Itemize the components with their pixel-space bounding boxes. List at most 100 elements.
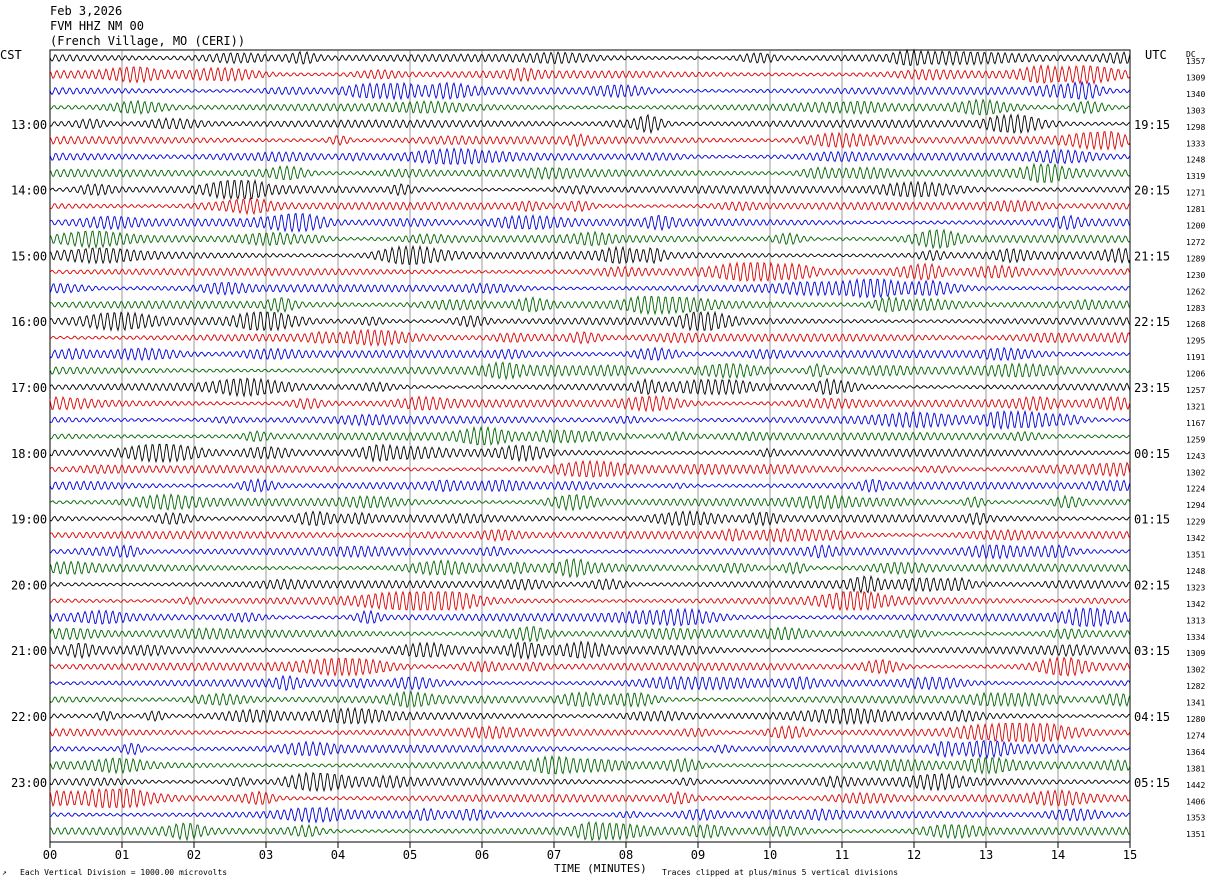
x-tick-label: 10 [763, 848, 777, 862]
trace-line [49, 197, 1131, 216]
trace-line [49, 130, 1131, 151]
trace-line [49, 310, 1131, 332]
utc-hour-label: 23:15 [1134, 381, 1170, 395]
cst-hour-label: 17:00 [11, 381, 47, 395]
trace-line [49, 706, 1131, 726]
x-tick-label: 14 [1051, 848, 1065, 862]
cst-hour-label: 15:00 [11, 249, 47, 263]
dc-offset-label: 1319 [1186, 172, 1205, 181]
dc-offset-label: 1248 [1186, 156, 1205, 165]
utc-hour-label: 00:15 [1134, 447, 1170, 461]
dc-offset-label: 1191 [1186, 353, 1205, 362]
utc-hour-label: 02:15 [1134, 578, 1170, 592]
seismic-traces [49, 48, 1131, 842]
dc-offset-label: 1224 [1186, 485, 1205, 494]
trace-line [49, 295, 1131, 316]
utc-hour-label: 22:15 [1134, 315, 1170, 329]
trace-line [49, 425, 1131, 446]
x-tick-label: 15 [1123, 848, 1137, 862]
dc-offset-label: 1323 [1186, 583, 1205, 592]
x-tick-label: 13 [979, 848, 993, 862]
dc-offset-label: 1229 [1186, 518, 1205, 527]
x-tick-label: 08 [619, 848, 633, 862]
x-tick-label: 00 [43, 848, 57, 862]
dc-offset-label: 1295 [1186, 337, 1205, 346]
dc-offset-label: 1259 [1186, 435, 1205, 444]
dc-offset-label: 1351 [1186, 830, 1205, 839]
record-date: Feb 3,2026 [50, 4, 123, 18]
dc-offset-label: 1442 [1186, 781, 1205, 790]
dc-offset-label: 1294 [1186, 501, 1205, 510]
trace-line [49, 162, 1131, 183]
trace-line [49, 346, 1131, 362]
dc-header: DC [1186, 50, 1196, 59]
trace-line [49, 328, 1131, 347]
trace-line [49, 656, 1131, 677]
trace-line [49, 459, 1131, 478]
dc-offset-label: 1167 [1186, 419, 1205, 428]
time-grid [49, 49, 1131, 843]
cst-hour-label: 18:00 [11, 447, 47, 461]
trace-line [49, 277, 1131, 299]
time-axis: 00 01 02 03 04 05 06 07 08 09 10 11 12 13 14 15 1357 1309… [11, 57, 1205, 862]
trace-line [49, 443, 1131, 464]
trace-line [49, 395, 1131, 413]
station-code: FVM HHZ NM 00 [50, 19, 144, 33]
trace-line [49, 544, 1131, 560]
x-tick-label: 05 [403, 848, 417, 862]
dc-offset-label: 1230 [1186, 271, 1205, 280]
clip-note: Traces clipped at plus/minus 5 vertical … [662, 868, 899, 877]
cst-hour-label: 21:00 [11, 644, 47, 658]
trace-line [49, 820, 1131, 842]
x-tick-label: 04 [331, 848, 345, 862]
trace-line [49, 113, 1131, 135]
scale-icon: ↗ [2, 868, 7, 877]
dc-offset-label: 1289 [1186, 254, 1205, 263]
trace-line [49, 739, 1131, 760]
trace-line [49, 63, 1131, 86]
trace-line [49, 606, 1131, 628]
dc-offset-label: 1282 [1186, 682, 1205, 691]
trace-line [49, 361, 1131, 381]
dc-offset-label: 1309 [1186, 73, 1205, 82]
dc-offset-label: 1281 [1186, 205, 1205, 214]
dc-offset-label: 1406 [1186, 797, 1205, 806]
trace-line [49, 244, 1131, 265]
dc-offset-label: 1302 [1186, 666, 1205, 675]
x-tick-label: 12 [907, 848, 921, 862]
utc-hour-label: 20:15 [1134, 184, 1170, 198]
utc-hour-label: 03:15 [1134, 644, 1170, 658]
cst-hour-label: 13:00 [11, 118, 47, 132]
trace-line [49, 527, 1131, 543]
dc-offset-label: 1302 [1186, 468, 1205, 477]
trace-line [49, 557, 1131, 579]
dc-offset-label: 1313 [1186, 616, 1205, 625]
dc-offset-label: 1321 [1186, 402, 1205, 411]
right-timezone: UTC [1145, 48, 1167, 62]
plot-frame [49, 49, 1131, 843]
dc-offset-label: 1341 [1186, 699, 1205, 708]
trace-line [49, 98, 1131, 116]
dc-offset-label: 1257 [1186, 386, 1205, 395]
dc-offset-label: 1206 [1186, 370, 1205, 379]
trace-line [49, 625, 1131, 643]
dc-offset-label: 1272 [1186, 238, 1205, 247]
x-tick-label: 01 [115, 848, 129, 862]
dc-offset-label: 1309 [1186, 649, 1205, 658]
trace-line [49, 788, 1131, 809]
utc-hour-label: 05:15 [1134, 776, 1170, 790]
dc-offset-label: 1280 [1186, 715, 1205, 724]
dc-offset-label: 1357 [1186, 57, 1205, 66]
x-tick-label: 02 [187, 848, 201, 862]
scale-note: Each Vertical Division = 1000.00 microvo… [20, 868, 228, 877]
trace-line [49, 179, 1131, 201]
cst-hour-label: 20:00 [11, 578, 47, 592]
dc-offset-label: 1333 [1186, 139, 1205, 148]
x-tick-label: 07 [547, 848, 561, 862]
trace-line [49, 806, 1131, 824]
dc-offset-label: 1262 [1186, 287, 1205, 296]
trace-line [49, 228, 1131, 250]
dc-offset-label: 1274 [1186, 731, 1205, 740]
dc-offset-label: 1342 [1186, 534, 1205, 543]
